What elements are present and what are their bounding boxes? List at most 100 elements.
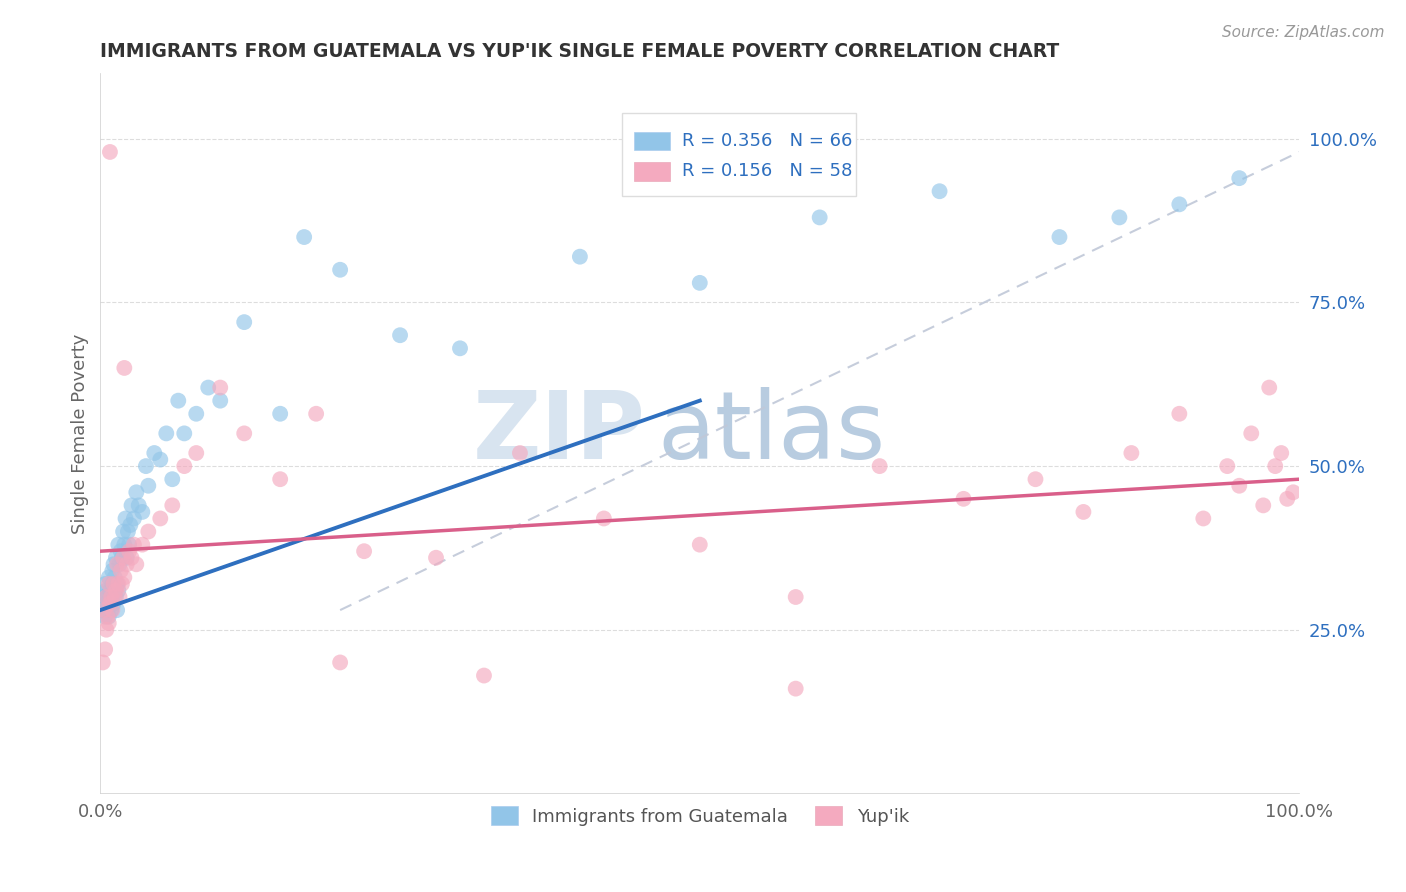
Point — [928, 184, 950, 198]
Point — [94, 577, 117, 591]
Point — [136, 479, 159, 493]
Point — [233, 426, 256, 441]
Point — [869, 459, 891, 474]
Point — [122, 538, 145, 552]
Point — [112, 360, 135, 375]
Point — [1024, 472, 1046, 486]
Point — [162, 472, 184, 486]
Point — [167, 393, 190, 408]
Point — [97, 570, 120, 584]
Point — [149, 511, 172, 525]
Point — [91, 603, 114, 617]
Text: atlas: atlas — [658, 387, 886, 479]
Point — [121, 550, 143, 565]
Point — [1282, 485, 1305, 500]
Point — [329, 656, 352, 670]
Point — [104, 583, 127, 598]
Point — [103, 558, 125, 572]
Point — [104, 583, 127, 598]
Point — [808, 211, 831, 225]
Point — [149, 452, 172, 467]
Point — [1108, 211, 1130, 225]
Point — [96, 623, 118, 637]
Point — [96, 590, 118, 604]
Point — [1216, 459, 1239, 474]
Point — [136, 524, 159, 539]
Point — [1264, 459, 1286, 474]
Point — [785, 590, 807, 604]
FancyBboxPatch shape — [634, 162, 669, 181]
Point — [118, 544, 141, 558]
Point — [97, 577, 120, 591]
Text: Source: ZipAtlas.com: Source: ZipAtlas.com — [1222, 25, 1385, 40]
Point — [1192, 511, 1215, 525]
Point — [112, 538, 135, 552]
Point — [568, 250, 591, 264]
Point — [233, 315, 256, 329]
Point — [111, 550, 134, 565]
Point — [1168, 197, 1191, 211]
Point — [108, 558, 131, 572]
Point — [118, 538, 141, 552]
Point — [197, 381, 219, 395]
Point — [107, 583, 129, 598]
Point — [94, 609, 117, 624]
Point — [122, 511, 145, 525]
Point — [96, 597, 118, 611]
Point — [269, 407, 291, 421]
Point — [100, 590, 122, 604]
Point — [186, 407, 208, 421]
Point — [509, 446, 531, 460]
Point — [389, 328, 412, 343]
Point — [103, 577, 125, 591]
Point — [162, 499, 184, 513]
FancyBboxPatch shape — [634, 132, 669, 151]
Point — [93, 603, 115, 617]
Point — [329, 262, 352, 277]
Point — [101, 564, 124, 578]
Point — [1240, 426, 1263, 441]
Point — [173, 459, 195, 474]
Point — [1251, 499, 1274, 513]
Point — [292, 230, 315, 244]
Text: R = 0.356   N = 66: R = 0.356 N = 66 — [682, 132, 852, 150]
Point — [1049, 230, 1071, 244]
Point — [111, 577, 134, 591]
Point — [104, 570, 127, 584]
Point — [96, 603, 118, 617]
Point — [114, 511, 136, 525]
Point — [472, 668, 495, 682]
Point — [353, 544, 375, 558]
Point — [98, 583, 121, 598]
Point — [117, 524, 139, 539]
Point — [1258, 381, 1281, 395]
Point — [209, 381, 232, 395]
Point — [125, 485, 148, 500]
Point — [128, 499, 150, 513]
Point — [98, 145, 121, 159]
Point — [97, 616, 120, 631]
Point — [689, 276, 711, 290]
Point — [186, 446, 208, 460]
Point — [104, 590, 127, 604]
Point — [112, 550, 135, 565]
Point — [1073, 505, 1095, 519]
Point — [105, 603, 128, 617]
Point — [115, 550, 138, 565]
Point — [1168, 407, 1191, 421]
Point — [91, 656, 114, 670]
Point — [305, 407, 328, 421]
Legend: Immigrants from Guatemala, Yup'ik: Immigrants from Guatemala, Yup'ik — [482, 797, 918, 835]
Point — [93, 590, 115, 604]
Point — [110, 544, 132, 558]
Point — [952, 491, 974, 506]
Point — [120, 518, 142, 533]
Point — [98, 597, 121, 611]
Point — [112, 524, 135, 539]
Point — [96, 590, 118, 604]
Point — [121, 499, 143, 513]
Point — [105, 558, 128, 572]
Point — [107, 577, 129, 591]
Point — [1227, 479, 1250, 493]
Point — [110, 564, 132, 578]
